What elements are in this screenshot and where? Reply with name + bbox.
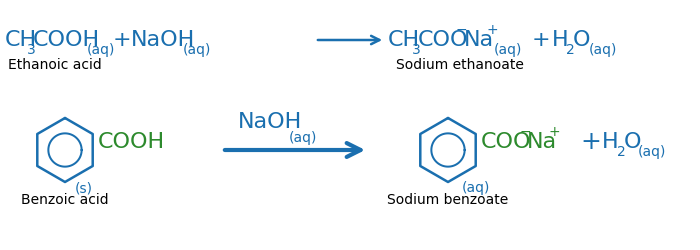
Text: COOH: COOH bbox=[33, 30, 100, 50]
Text: 3: 3 bbox=[412, 43, 421, 57]
Text: (aq): (aq) bbox=[494, 43, 522, 57]
Text: 2: 2 bbox=[617, 145, 626, 159]
Text: −: − bbox=[456, 23, 468, 37]
Text: O: O bbox=[573, 30, 591, 50]
Text: +: + bbox=[580, 130, 601, 154]
Text: 3: 3 bbox=[27, 43, 36, 57]
Text: Na: Na bbox=[464, 30, 494, 50]
Text: H: H bbox=[602, 132, 619, 152]
Text: NaOH: NaOH bbox=[238, 112, 302, 132]
Text: (aq): (aq) bbox=[289, 131, 317, 145]
Text: COO: COO bbox=[481, 132, 531, 152]
Text: (aq): (aq) bbox=[183, 43, 211, 57]
Text: Ethanoic acid: Ethanoic acid bbox=[8, 58, 102, 72]
Text: Sodium ethanoate: Sodium ethanoate bbox=[396, 58, 524, 72]
Text: (aq): (aq) bbox=[638, 145, 666, 159]
Text: H: H bbox=[552, 30, 568, 50]
Text: NaOH: NaOH bbox=[131, 30, 195, 50]
Text: COOH: COOH bbox=[98, 132, 165, 152]
Text: O: O bbox=[624, 132, 641, 152]
Text: −: − bbox=[520, 125, 531, 139]
Text: (aq): (aq) bbox=[589, 43, 617, 57]
Text: +: + bbox=[532, 30, 551, 50]
Text: +: + bbox=[113, 30, 132, 50]
Text: CH: CH bbox=[388, 30, 420, 50]
Text: COO: COO bbox=[418, 30, 468, 50]
Text: (aq): (aq) bbox=[462, 181, 491, 195]
Text: 2: 2 bbox=[566, 43, 575, 57]
Text: (aq): (aq) bbox=[87, 43, 116, 57]
Text: (s): (s) bbox=[75, 181, 93, 195]
Text: +: + bbox=[487, 23, 498, 37]
Text: +: + bbox=[549, 125, 561, 139]
Text: Sodium benzoate: Sodium benzoate bbox=[387, 193, 509, 207]
Text: Benzoic acid: Benzoic acid bbox=[21, 193, 108, 207]
Text: CH: CH bbox=[5, 30, 37, 50]
Text: Na: Na bbox=[527, 132, 557, 152]
